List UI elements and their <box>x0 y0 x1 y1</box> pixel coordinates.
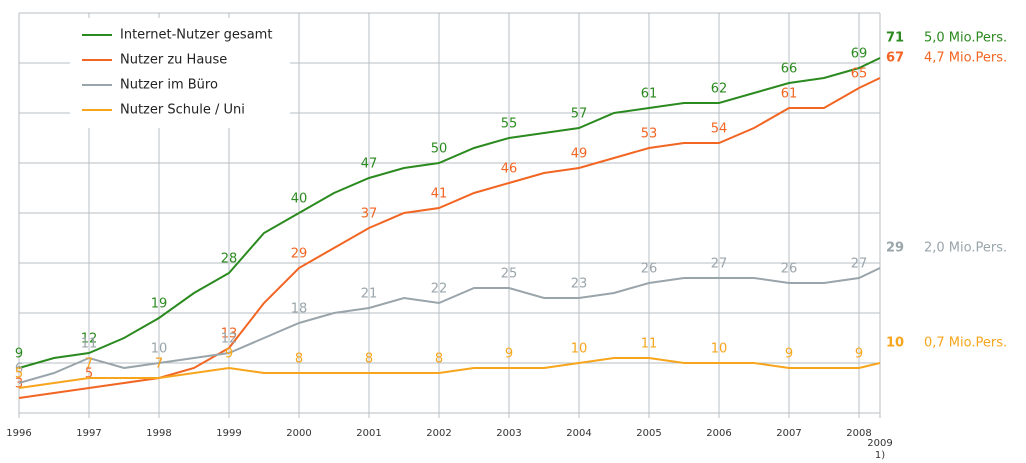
x-tick-label: 2002 <box>426 428 451 439</box>
data-label: 67 <box>886 51 904 66</box>
data-label: 49 <box>571 147 588 162</box>
data-label: 41 <box>431 187 448 202</box>
data-label: 10 <box>151 342 168 357</box>
legend-label: Internet-Nutzer gesamt <box>120 28 272 43</box>
data-label: 8 <box>365 352 373 367</box>
data-label: 13 <box>221 327 238 342</box>
data-label: 10 <box>886 336 904 351</box>
data-label: 9 <box>785 347 793 362</box>
x-tick-label: 2006 <box>706 428 731 439</box>
data-label: 25 <box>501 267 518 282</box>
data-label: 28 <box>221 252 238 267</box>
data-label: 23 <box>571 277 588 292</box>
x-tick-label: 2000 <box>286 428 311 439</box>
footnote: 1) <box>875 450 885 461</box>
data-label: 9 <box>15 347 23 362</box>
series-note: 5,0 Mio.Pers. <box>924 31 1007 46</box>
data-label: 7 <box>85 357 93 372</box>
legend-label: Nutzer zu Hause <box>120 53 227 68</box>
data-label: 11 <box>641 337 658 352</box>
data-label: 50 <box>431 142 448 157</box>
data-label: 18 <box>291 302 308 317</box>
legend-label: Nutzer Schule / Uni <box>120 103 245 118</box>
data-label: 3 <box>15 377 23 392</box>
x-tick-label: 2005 <box>636 428 661 439</box>
data-label: 40 <box>291 192 308 207</box>
data-label: 8 <box>435 352 443 367</box>
data-label: 47 <box>361 157 378 172</box>
x-tick-label: 2004 <box>566 428 591 439</box>
series-line <box>18 267 881 384</box>
data-label: 69 <box>851 47 868 62</box>
data-label: 9 <box>855 347 863 362</box>
data-label: 19 <box>151 297 168 312</box>
data-label: 54 <box>711 122 728 137</box>
data-label: 53 <box>641 127 658 142</box>
data-label: 5 <box>85 367 93 382</box>
data-label: 22 <box>431 282 448 297</box>
data-label: 61 <box>641 87 658 102</box>
x-tick-label: 2009 <box>867 438 892 449</box>
data-label: 46 <box>501 162 518 177</box>
data-label: 12 <box>221 332 238 347</box>
series-note: 2,0 Mio.Pers. <box>924 241 1007 256</box>
data-label: 11 <box>81 337 98 352</box>
data-label: 57 <box>571 107 588 122</box>
data-label: 62 <box>711 82 728 97</box>
data-label: 66 <box>781 62 798 77</box>
data-label: 10 <box>571 342 588 357</box>
x-tick-label: 1998 <box>146 428 171 439</box>
data-label: 29 <box>886 241 904 256</box>
data-label: 9 <box>505 347 513 362</box>
data-label: 29 <box>291 247 308 262</box>
x-tick-label: 2008 <box>846 428 871 439</box>
data-label: 27 <box>711 257 728 272</box>
data-label: 5 <box>15 367 23 382</box>
x-tick-label: 2003 <box>496 428 521 439</box>
data-label: 6 <box>15 362 23 377</box>
data-label: 7 <box>155 357 163 372</box>
data-label: 8 <box>295 352 303 367</box>
data-label: 26 <box>781 262 798 277</box>
x-tick-label: 1999 <box>216 428 241 439</box>
x-tick-label: 2001 <box>356 428 381 439</box>
data-label: 55 <box>501 117 518 132</box>
series-line <box>18 57 881 369</box>
series-line <box>18 357 881 389</box>
data-label: 61 <box>781 87 798 102</box>
series-note: 4,7 Mio.Pers. <box>924 51 1007 66</box>
data-label: 10 <box>711 342 728 357</box>
data-label: 12 <box>81 332 98 347</box>
data-label: 27 <box>851 257 868 272</box>
data-label: 9 <box>225 347 233 362</box>
data-label: 26 <box>641 262 658 277</box>
x-tick-label: 1997 <box>76 428 101 439</box>
x-tick-label: 1996 <box>6 428 31 439</box>
data-label: 65 <box>851 67 868 82</box>
data-label: 37 <box>361 207 378 222</box>
x-tick-label: 2007 <box>776 428 801 439</box>
data-label: 21 <box>361 287 378 302</box>
data-label: 71 <box>886 31 904 46</box>
series-note: 0,7 Mio.Pers. <box>924 336 1007 351</box>
legend-label: Nutzer im Büro <box>120 78 218 93</box>
